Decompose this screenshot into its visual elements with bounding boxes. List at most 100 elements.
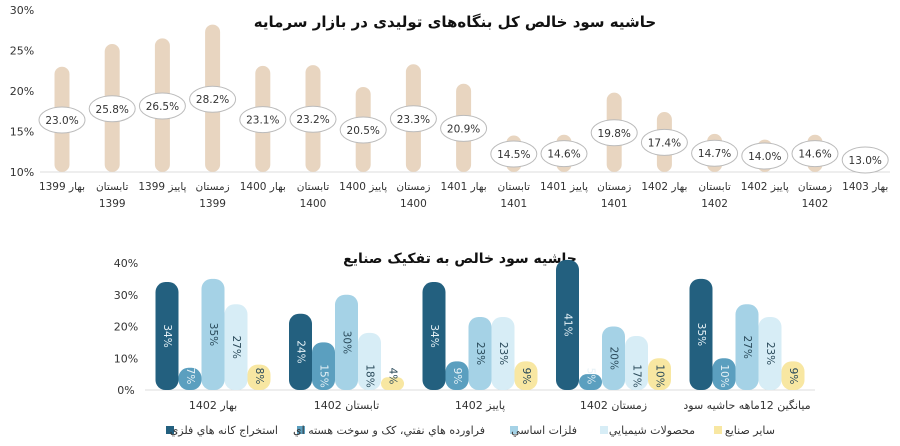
legend-swatch xyxy=(297,426,305,434)
data-label-bubble xyxy=(38,106,86,134)
data-label-bubble xyxy=(440,114,488,142)
bar-1 xyxy=(422,282,446,390)
bar-3 xyxy=(735,304,759,390)
data-label: 18% xyxy=(364,364,376,387)
data-label-bubble xyxy=(239,106,287,134)
data-label: 23.0% xyxy=(45,115,78,127)
x-tick-label: زمستان xyxy=(597,181,631,193)
bar-4 xyxy=(224,304,248,390)
data-label: 14.6% xyxy=(547,149,580,161)
x-tick-label: پاییز 1401 xyxy=(540,181,588,193)
x-tick-label: بهار 1402 xyxy=(189,399,237,412)
bar-2 xyxy=(579,374,602,390)
data-label: 34% xyxy=(428,324,440,347)
y-tick-label: 10% xyxy=(114,352,138,365)
legend-label: استخراج كانه هاي فلزي xyxy=(170,424,278,437)
data-label: 23% xyxy=(474,342,486,365)
y-tick-label: 10% xyxy=(10,166,34,179)
bar-1 xyxy=(556,259,579,390)
data-label: 13.0% xyxy=(849,155,882,167)
data-label-bubble xyxy=(339,116,387,144)
data-label: 23.1% xyxy=(246,115,279,127)
data-label: 24% xyxy=(295,340,307,363)
data-label-bubble xyxy=(389,105,437,133)
data-label: 34% xyxy=(161,324,173,347)
data-label: 28.2% xyxy=(196,94,229,106)
data-label: 17% xyxy=(631,364,643,387)
y-tick-label: 20% xyxy=(10,85,34,98)
x-tick-label: پاییز 1400 xyxy=(339,181,387,193)
bar-5 xyxy=(381,377,404,390)
bar-5 xyxy=(514,361,538,390)
data-label: 17.4% xyxy=(648,137,681,149)
legend-label: محصولات شيميايي xyxy=(609,424,695,437)
bar-5 xyxy=(247,364,271,390)
data-label: 23.2% xyxy=(296,114,329,126)
bar-4 xyxy=(625,336,648,390)
data-label: 26.5% xyxy=(146,101,179,113)
bar-2 xyxy=(712,358,736,390)
bar-4 xyxy=(358,332,381,390)
x-tick-label: میانگین 12ماهه حاشیه سود xyxy=(683,399,810,412)
bar-4 xyxy=(758,316,782,390)
bar-3 xyxy=(201,278,225,390)
data-label: 9% xyxy=(520,368,532,385)
x-tick-label-line2: 1402 xyxy=(802,198,829,210)
data-label: 27% xyxy=(230,335,242,358)
x-tick-label: تابستان xyxy=(698,181,731,193)
data-label: 4% xyxy=(387,368,399,385)
data-label: 9% xyxy=(451,368,463,385)
data-label-bubble xyxy=(841,146,889,174)
x-tick-label-line2: 1401 xyxy=(601,198,628,210)
data-label: 23.3% xyxy=(397,114,430,126)
data-label-bubble xyxy=(289,105,337,133)
data-label: 10% xyxy=(654,364,666,387)
legend-swatch xyxy=(600,426,608,434)
bar-4 xyxy=(491,316,515,390)
y-tick-label: 25% xyxy=(10,45,34,58)
data-label: 5% xyxy=(585,368,597,385)
x-tick-label: تابستان 1402 xyxy=(314,399,380,412)
data-label: 23% xyxy=(764,342,776,365)
data-label: 27% xyxy=(741,335,753,358)
data-label-bubble xyxy=(490,140,538,168)
bar-2 xyxy=(445,361,469,390)
bar-1 xyxy=(155,282,179,390)
data-label: 35% xyxy=(695,323,707,346)
x-tick-label: بهار 1400 xyxy=(240,181,286,193)
data-label-bubble xyxy=(640,128,688,156)
x-tick-label: تابستان xyxy=(297,181,330,193)
data-label: 10% xyxy=(718,364,730,387)
x-tick-label: بهار 1403 xyxy=(842,181,888,193)
data-label: 9% xyxy=(787,368,799,385)
y-tick-label: 30% xyxy=(114,289,138,302)
bar-3 xyxy=(602,326,625,390)
x-tick-label-line2: 1402 xyxy=(701,198,728,210)
data-label: 41% xyxy=(562,313,574,336)
data-label: 15% xyxy=(318,364,330,387)
bar-1 xyxy=(289,313,312,390)
x-tick-label: زمستان xyxy=(396,181,430,193)
x-tick-label: تابستان xyxy=(498,181,531,193)
data-label-bubble xyxy=(741,142,789,170)
data-label-bubble xyxy=(138,92,186,120)
data-label-bubble xyxy=(189,85,237,113)
data-label-bubble xyxy=(88,95,136,123)
x-tick-label: تابستان xyxy=(96,181,129,193)
bar-5 xyxy=(781,361,805,390)
x-tick-label: زمستان xyxy=(196,181,230,193)
bar-5 xyxy=(648,358,671,390)
data-label-bubble xyxy=(791,140,839,168)
data-label: 30% xyxy=(341,331,353,354)
x-tick-label: بهار 1402 xyxy=(641,181,687,193)
data-label-bubble xyxy=(590,119,638,147)
x-tick-label-line2: 1400 xyxy=(300,198,327,210)
x-tick-label: بهار 1401 xyxy=(441,181,487,193)
data-label: 14.0% xyxy=(748,151,781,163)
data-label: 35% xyxy=(207,323,219,346)
data-label: 14.6% xyxy=(798,149,831,161)
data-label: 14.7% xyxy=(698,148,731,160)
legend-swatch xyxy=(714,426,722,434)
legend-label: فراورده هاي نفتي، كک و سوخت هسته اي xyxy=(293,424,485,437)
bar-2 xyxy=(312,342,335,390)
